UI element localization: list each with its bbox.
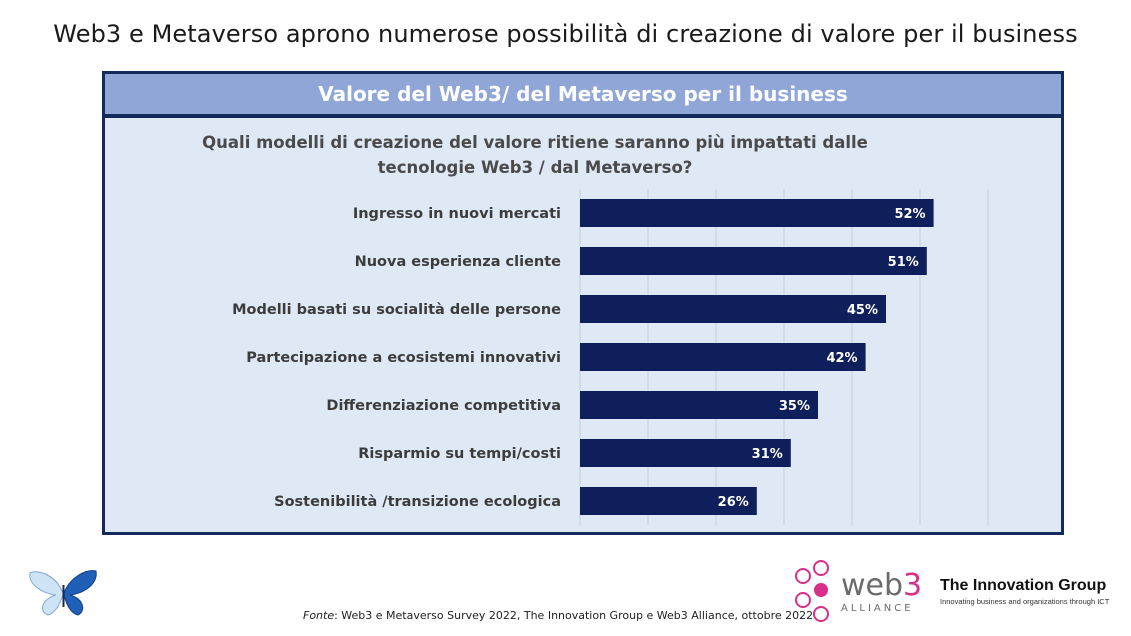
butterfly-logo-icon bbox=[26, 567, 100, 622]
panel-header: Valore del Web3/ del Metaverso per il bu… bbox=[105, 74, 1061, 118]
bar bbox=[580, 439, 791, 467]
bar-chart: Ingresso in nuovi mercati 52% Nuova esperi… bbox=[232, 189, 989, 525]
web3-subtitle: ALLIANCE bbox=[841, 602, 914, 614]
value-label: 42% bbox=[826, 351, 857, 366]
web3-wordmark: web3 bbox=[841, 567, 923, 603]
value-label: 45% bbox=[847, 303, 878, 318]
innovation-group-name: The Innovation Group bbox=[940, 577, 1107, 594]
category-label: Differenziazione competitiva bbox=[326, 398, 561, 414]
value-label: 51% bbox=[888, 255, 919, 270]
bar bbox=[580, 199, 934, 227]
bar bbox=[580, 391, 818, 419]
category-label: Partecipazione a ecosistemi innovativi bbox=[246, 350, 561, 366]
survey-question: Quali modelli di creazione del valore ri… bbox=[202, 133, 868, 177]
category-label: Risparmio su tempi/costi bbox=[358, 446, 561, 462]
chart-panel: Valore del Web3/ del Metaverso per il bu… bbox=[102, 71, 1064, 535]
bar bbox=[580, 343, 866, 371]
innovation-group-tagline: Innovating business and organizations th… bbox=[940, 597, 1110, 606]
web3-alliance-logo: web3 ALLIANCE bbox=[793, 560, 922, 624]
web3-alliance-icon bbox=[795, 560, 829, 622]
panel-header-title: Valore del Web3/ del Metaverso per il bu… bbox=[318, 82, 848, 106]
category-label: Nuova esperienza cliente bbox=[355, 254, 562, 270]
category-label: Ingresso in nuovi mercati bbox=[353, 206, 561, 222]
slide-title: Web3 e Metaverso aprono numerose possibi… bbox=[53, 20, 1078, 48]
web3-word-a: web bbox=[841, 567, 904, 603]
source-text: : Web3 e Metaverso Survey 2022, The Inno… bbox=[334, 609, 814, 622]
value-label: 35% bbox=[779, 399, 810, 414]
source-label: Fonte bbox=[303, 609, 335, 622]
value-label: 31% bbox=[752, 447, 783, 462]
innovation-group-logo: The Innovation Group Innovating business… bbox=[940, 577, 1109, 606]
value-label: 52% bbox=[894, 207, 925, 222]
value-label: 26% bbox=[718, 495, 749, 510]
bar bbox=[580, 247, 927, 275]
web3-word-b: 3 bbox=[903, 567, 923, 603]
category-label: Sostenibilità /transizione ecologica bbox=[274, 494, 561, 510]
source-note: Fonte: Web3 e Metaverso Survey 2022, The… bbox=[303, 609, 813, 622]
bar bbox=[580, 487, 757, 515]
category-label: Modelli basati su socialità delle person… bbox=[232, 302, 561, 318]
bar bbox=[580, 295, 886, 323]
